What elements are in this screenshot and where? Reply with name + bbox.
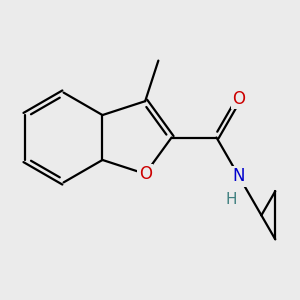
Text: H: H (225, 192, 237, 207)
Text: N: N (233, 167, 245, 185)
Text: O: O (139, 165, 152, 183)
Text: O: O (232, 90, 245, 108)
